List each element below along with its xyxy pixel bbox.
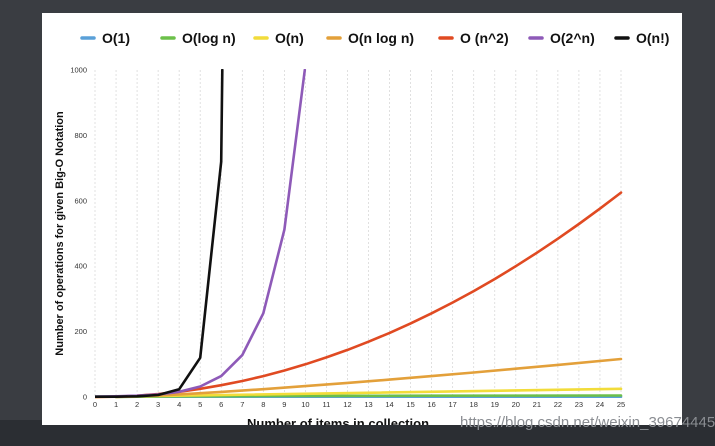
x-tick-label: 12 bbox=[343, 400, 351, 409]
y-tick-label: 800 bbox=[74, 131, 87, 140]
y-tick-label: 1000 bbox=[70, 66, 87, 75]
chart-card: 0 1 2 3 4 5 6 7 8 9 10 11 12 13 14 15 16 17 18 19 20 21 22 23 24… bbox=[42, 13, 682, 425]
series-line-o-n- bbox=[95, 387, 623, 399]
x-tick-label: 11 bbox=[323, 400, 331, 409]
y-tick-label: 200 bbox=[74, 327, 87, 336]
x-tick-label: 22 bbox=[554, 400, 562, 409]
legend-label: O(n!) bbox=[636, 30, 669, 46]
x-tick-label: 23 bbox=[575, 400, 583, 409]
y-tick-label: 400 bbox=[74, 262, 87, 271]
legend-label: O(2^n) bbox=[550, 30, 595, 46]
y-tick-label: 600 bbox=[74, 196, 87, 205]
x-tick-label: 13 bbox=[364, 400, 372, 409]
x-tick-label: 5 bbox=[198, 400, 202, 409]
x-tick-label: 4 bbox=[177, 400, 181, 409]
legend-label: O(n log n) bbox=[348, 30, 414, 46]
x-tick-label: 25 bbox=[617, 400, 625, 409]
x-tick-label: 19 bbox=[491, 400, 499, 409]
x-tick-label: 15 bbox=[406, 400, 414, 409]
x-tick-label: 10 bbox=[301, 400, 309, 409]
x-tick-label: 3 bbox=[156, 400, 160, 409]
series-line-o-n-log-n- bbox=[114, 357, 623, 399]
y-axis-title: Number of operations for given Big-O Not… bbox=[54, 111, 66, 356]
x-tick-label: 24 bbox=[596, 400, 604, 409]
x-tick-label: 20 bbox=[512, 400, 520, 409]
legend-label: O(n) bbox=[275, 30, 304, 46]
x-tick-label: 8 bbox=[261, 400, 265, 409]
x-tick-label: 17 bbox=[449, 400, 457, 409]
x-tick-label: 14 bbox=[385, 400, 393, 409]
x-tick-label: 6 bbox=[219, 400, 223, 409]
x-tick-label: 0 bbox=[93, 400, 97, 409]
x-axis-title: Number of items in collection bbox=[247, 416, 429, 425]
big-o-chart: 0 1 2 3 4 5 6 7 8 9 10 11 12 13 14 15 16 17 18 19 20 21 22 23 24… bbox=[54, 30, 669, 425]
legend-label: O(log n) bbox=[182, 30, 236, 46]
legend-label: O (n^2) bbox=[460, 30, 509, 46]
x-tick-label: 7 bbox=[240, 400, 244, 409]
legend-label: O(1) bbox=[102, 30, 130, 46]
y-tick-label: 0 bbox=[83, 393, 87, 402]
series-line-o-n- bbox=[95, 69, 224, 399]
x-tick-label: 9 bbox=[282, 400, 286, 409]
x-tick-label: 16 bbox=[427, 400, 435, 409]
x-tick-label: 2 bbox=[135, 400, 139, 409]
watermark: https://blog.csdn.net/weixin_39674445 bbox=[460, 414, 715, 431]
x-tick-label: 1 bbox=[114, 400, 118, 409]
x-tick-label: 18 bbox=[470, 400, 478, 409]
x-tick-label: 21 bbox=[533, 400, 541, 409]
